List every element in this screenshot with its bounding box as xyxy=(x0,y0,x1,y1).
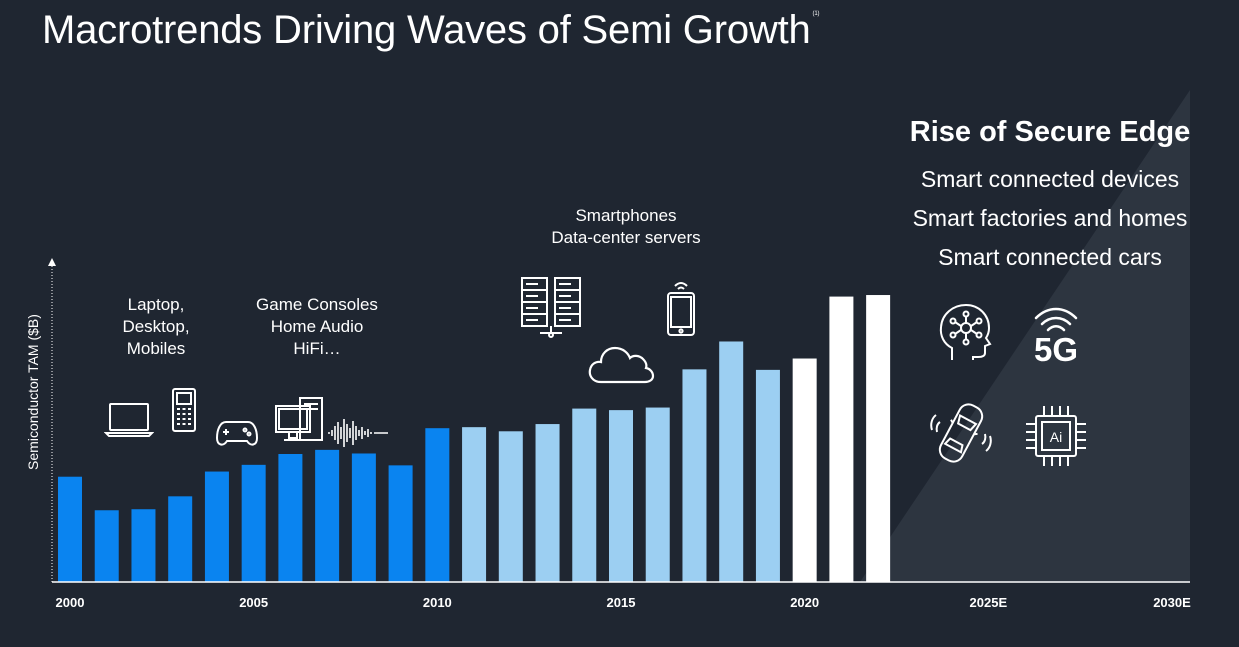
bar xyxy=(278,454,303,582)
annotation-wave1-line: Laptop, xyxy=(127,295,185,314)
ai-chip-icon: Ai xyxy=(1024,404,1088,468)
bar xyxy=(719,341,744,582)
x-tick-label: 2015 xyxy=(607,595,636,610)
annotation-wave3-line: Smartphones xyxy=(575,206,677,225)
annotation-wave2-line: Home Audio xyxy=(270,317,364,336)
cloud-icon xyxy=(587,340,655,386)
footnote-marker: (1) xyxy=(812,11,820,17)
bar xyxy=(168,496,193,582)
x-tick-label: 2010 xyxy=(423,595,452,610)
laptop-icon xyxy=(104,402,154,438)
bar xyxy=(462,427,487,582)
bar xyxy=(58,476,82,582)
y-axis-arrow xyxy=(48,258,56,266)
annotation-wave3: Smartphones Data-center servers xyxy=(526,205,726,249)
edge-title: Rise of Secure Edge xyxy=(909,116,1191,148)
smartphone-icon xyxy=(665,280,697,336)
x-tick-label: 2025E xyxy=(970,595,1008,610)
bar xyxy=(498,431,523,582)
bar xyxy=(388,465,413,582)
annotation-wave2-line: HiFi… xyxy=(293,339,341,358)
feature-phone-icon xyxy=(171,388,197,432)
bar xyxy=(792,358,817,582)
bar xyxy=(645,407,670,582)
svg-text:Ai: Ai xyxy=(1050,429,1062,445)
edge-item: Smart factories and homes xyxy=(912,205,1188,231)
bar xyxy=(535,424,560,582)
sound-wave-icon xyxy=(326,416,390,450)
x-tick-label: 2030E xyxy=(1153,595,1191,610)
edge-glow-shape xyxy=(860,90,1190,582)
bar xyxy=(829,296,854,582)
connected-car-icon xyxy=(926,398,996,468)
bar xyxy=(682,369,707,582)
ai-head-icon xyxy=(936,302,992,362)
edge-item: Smart connected cars xyxy=(938,244,1162,270)
x-tick-label: 2020 xyxy=(790,595,819,610)
edge-item: Smart connected devices xyxy=(920,166,1180,192)
x-tick-label: 2000 xyxy=(56,595,85,610)
bar xyxy=(351,453,376,582)
gamepad-icon xyxy=(216,418,258,448)
bar xyxy=(204,471,229,582)
annotation-wave1-line: Mobiles xyxy=(126,339,186,358)
annotation-wave1-line: Desktop, xyxy=(122,317,190,336)
bar xyxy=(425,428,450,582)
bar xyxy=(572,408,597,582)
bar xyxy=(131,509,156,582)
annotation-wave1: Laptop, Desktop, Mobiles xyxy=(96,294,216,360)
x-tick-label: 2005 xyxy=(239,595,268,610)
desktop-computer-icon xyxy=(274,396,326,444)
annotation-wave2-line: Game Consoles xyxy=(256,295,378,314)
bar xyxy=(241,464,266,582)
annotation-wave2: Game Consoles Home Audio HiFi… xyxy=(232,294,402,360)
bar xyxy=(866,295,891,582)
annotation-wave3-line: Data-center servers xyxy=(551,228,701,247)
svg-text:5G: 5G xyxy=(1034,331,1078,364)
bar xyxy=(755,369,780,582)
server-rack-icon xyxy=(520,276,582,338)
bar xyxy=(609,410,633,582)
slide-title: Macrotrends Driving Waves of Semi Growth… xyxy=(42,8,820,52)
bar xyxy=(315,449,340,582)
bar xyxy=(94,510,119,582)
y-axis-label: Semiconductor TAM ($B) xyxy=(25,314,41,470)
5g-icon: 5G xyxy=(1024,304,1088,364)
